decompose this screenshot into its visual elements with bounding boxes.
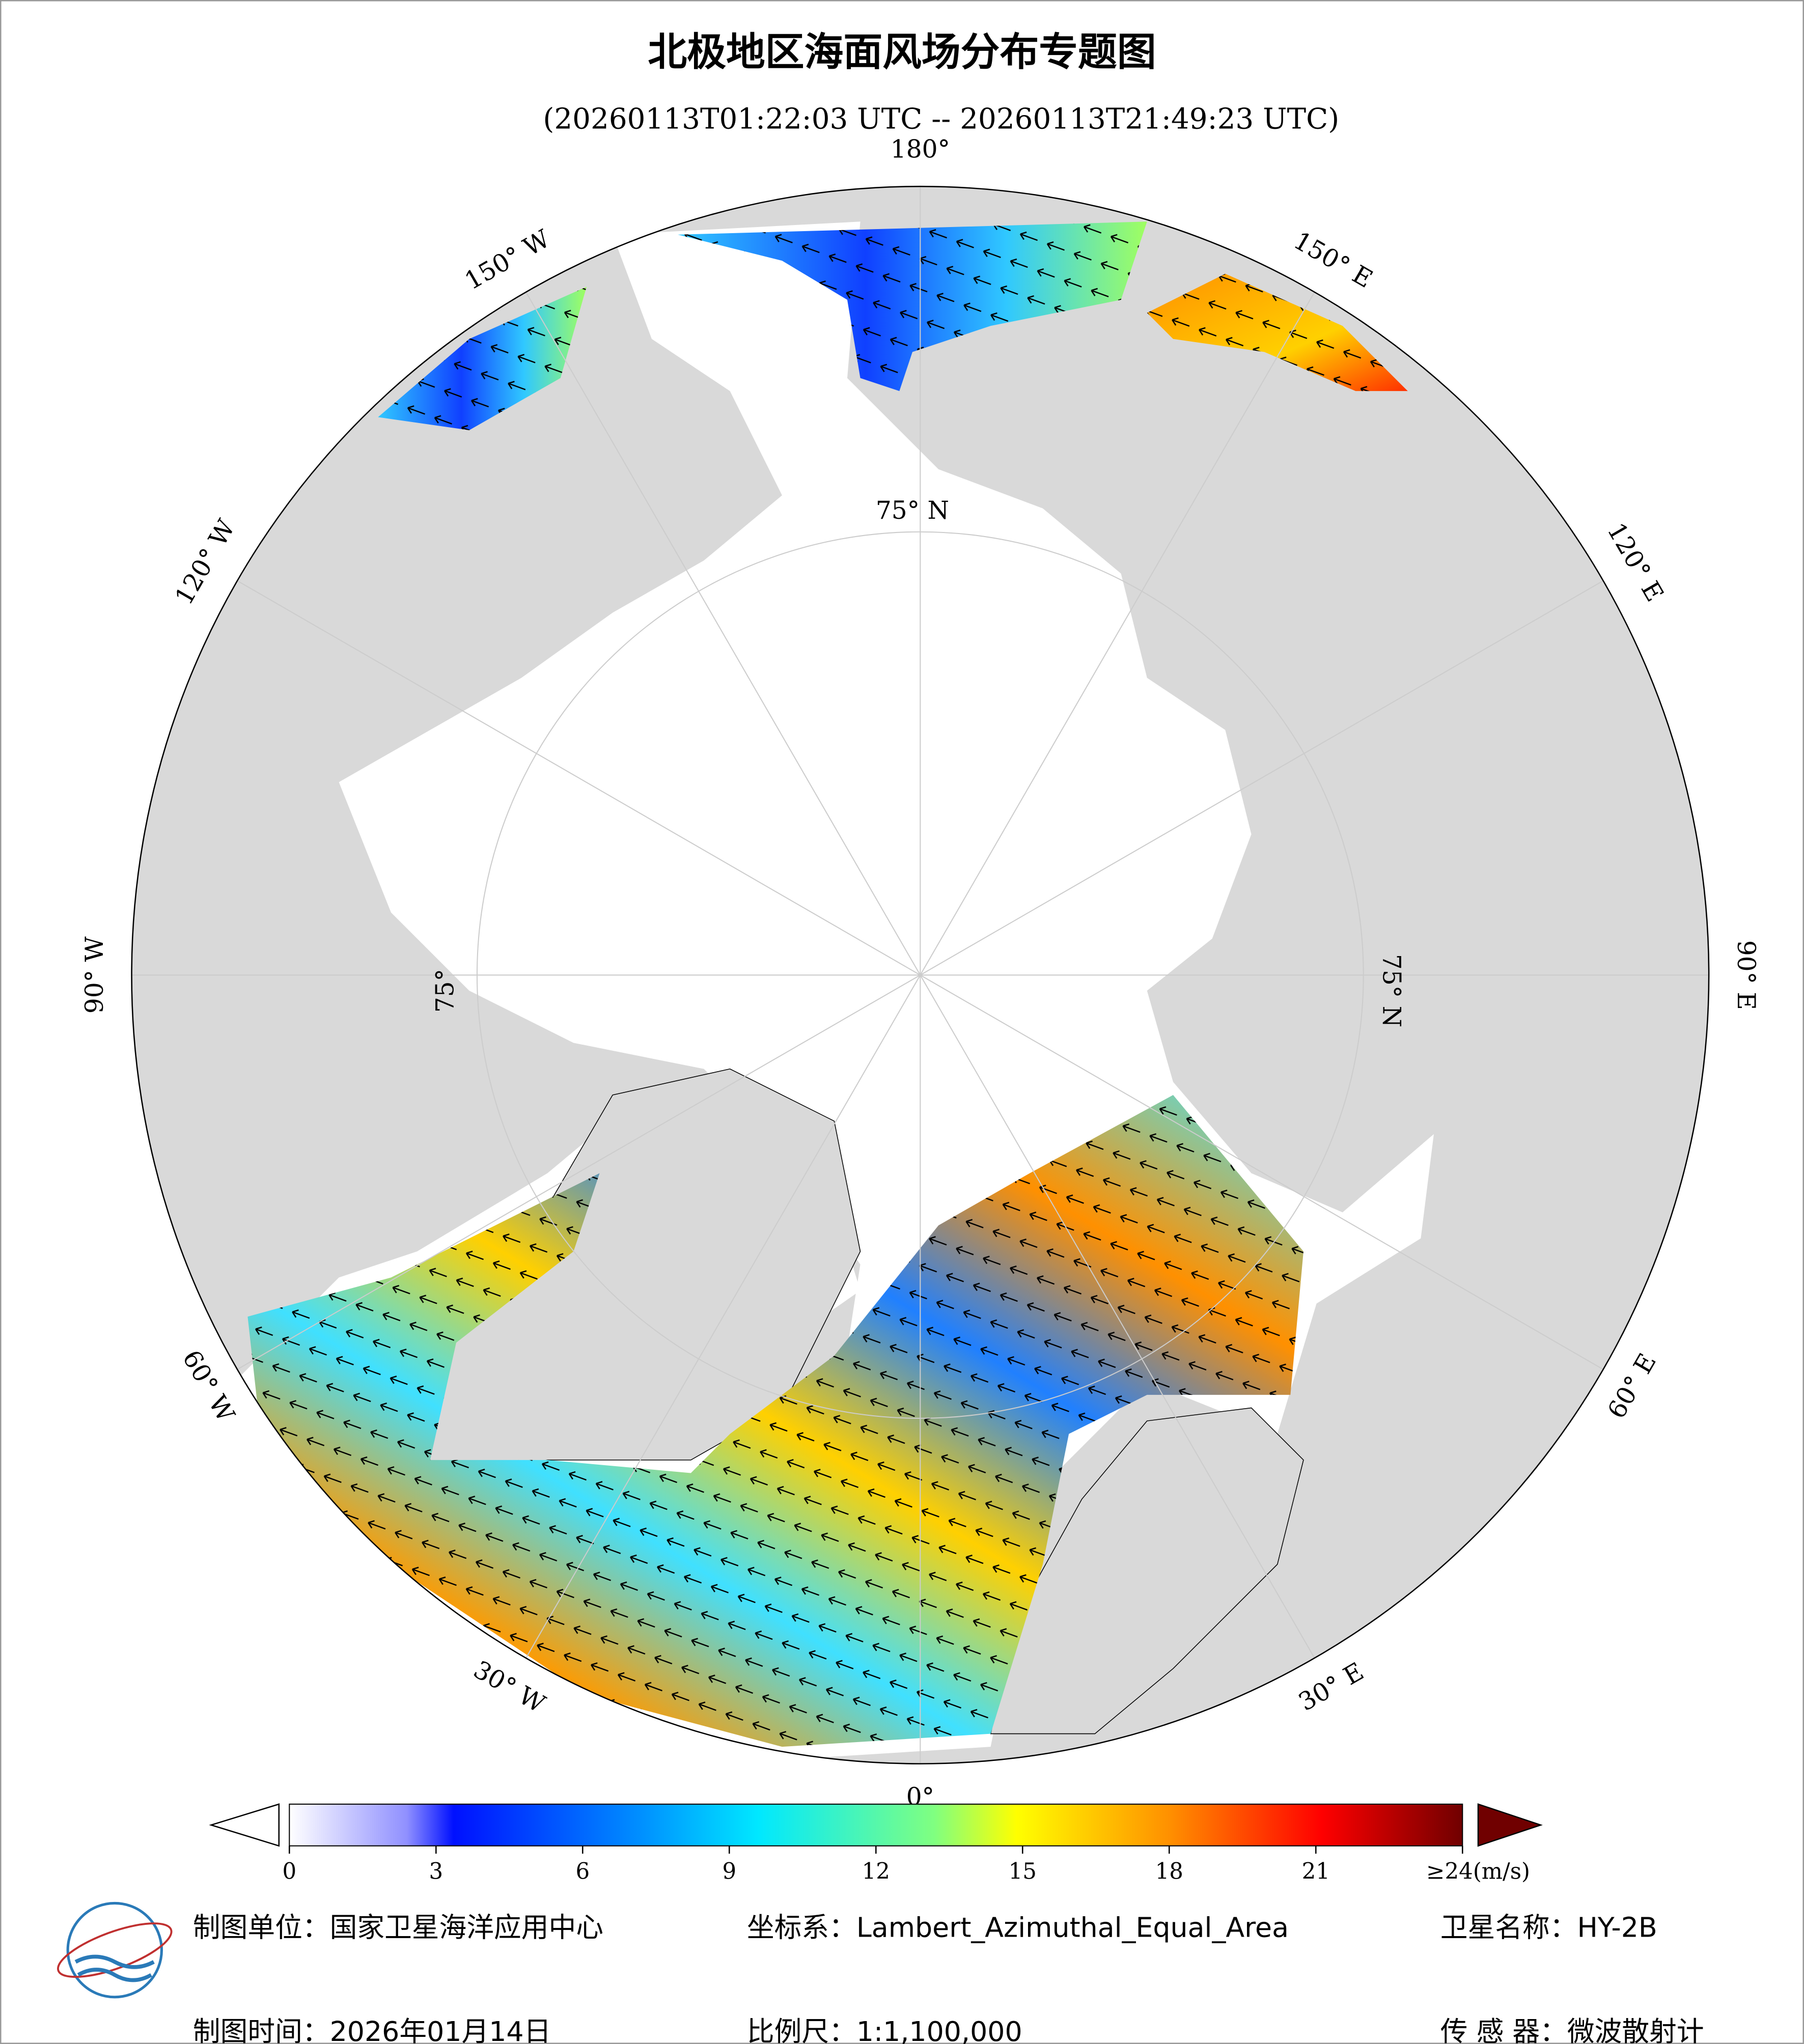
meridians [131, 186, 1709, 1764]
colorbar-tick-label: 18 [1155, 1859, 1183, 1885]
longitude-label: 180° [891, 135, 950, 164]
colorbar-tick-label: 12 [862, 1859, 890, 1885]
map-subtitle: (20260113T01:22:03 UTC -- 20260113T21:49… [543, 103, 1339, 136]
meridian [237, 974, 921, 1370]
footer-date: 制图时间：2026年01月14日 [193, 2015, 551, 2044]
colorbar-tick-label: 15 [1009, 1859, 1037, 1885]
footer-crs: 坐标系：Lambert_Azimuthal_Equal_Area [747, 1911, 1289, 1943]
colorbar-tick-label: 3 [429, 1859, 443, 1885]
colorbar-tick-label: ≥24(m/s) [1426, 1859, 1530, 1885]
colorbar-tick-label: 9 [722, 1859, 736, 1885]
footer-sensor: 传 感 器：微波散射计 [1440, 2015, 1704, 2044]
map-title: 北极地区海面风场分布专题图 [648, 30, 1156, 75]
colorbar-min-arrow [209, 1803, 280, 1847]
colorbar-tick-label: 21 [1302, 1859, 1330, 1885]
meridian [525, 292, 921, 975]
colorbar-tick-label: 0 [282, 1859, 296, 1885]
colorbar-max-arrow [1477, 1803, 1543, 1847]
legend: 0 3 6 9 12 15 18 21 ≥24(m/s) [209, 1803, 1543, 1885]
meridian [920, 580, 1604, 976]
latitude-label: 75° N [1377, 954, 1405, 1027]
latitude-label: 75° N [876, 496, 949, 525]
meridian [525, 974, 921, 1659]
footer-scale: 比例尺：1:1,100,000 [747, 2015, 1022, 2044]
footer-satellite: 卫星名称：HY-2B [1440, 1911, 1657, 1943]
longitude-label: 90° E [1732, 940, 1760, 1010]
colorbar [289, 1803, 1463, 1846]
meridian [920, 292, 1315, 975]
meridian [920, 974, 1604, 1370]
map-outline [131, 185, 1710, 1765]
colorbar-tick-label: 6 [575, 1859, 590, 1885]
meridian [920, 974, 1315, 1659]
scandinavia [990, 1407, 1304, 1734]
logo [57, 1901, 173, 1999]
longitude-label: 90° W [80, 936, 109, 1014]
latitude-label: 75° [431, 969, 460, 1013]
meridian [237, 580, 921, 976]
map-disc [131, 186, 1709, 1764]
wind-arrows [247, 221, 1408, 1747]
footer-unit: 制图单位：国家卫星海洋应用中心 [193, 1911, 603, 1943]
